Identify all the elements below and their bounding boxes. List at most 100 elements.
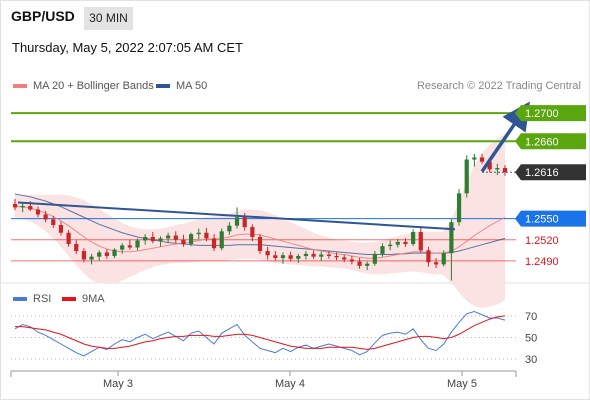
x-tick-label: May 4 <box>275 378 305 390</box>
level-tag-1.2660 <box>515 133 586 150</box>
rsi-swatch <box>13 297 27 301</box>
candle-body <box>74 244 79 252</box>
candle-body <box>234 217 240 226</box>
forecast-arrow <box>480 101 530 173</box>
candle-body <box>472 157 477 160</box>
rsi-ma-swatch <box>62 297 76 301</box>
candle-body <box>426 250 431 263</box>
legend-rsi-ma-label: 9MA <box>82 293 105 305</box>
candle-body <box>411 232 416 244</box>
candle-body <box>395 241 400 245</box>
candle-body <box>219 231 224 249</box>
candle-body <box>380 246 385 254</box>
candle-body <box>365 263 370 266</box>
candle-body <box>502 168 508 173</box>
candle-body <box>487 161 492 170</box>
candle-body <box>296 255 301 259</box>
candle-body <box>265 251 270 256</box>
candle-body <box>20 206 25 208</box>
legend-ma20-label: MA 20 + Bollinger Bands <box>33 80 154 92</box>
rsi-tick-30: 30 <box>525 354 537 366</box>
legend-rsi: RSI <box>13 293 51 305</box>
candle-body <box>112 249 117 256</box>
level-tag-1.2700 <box>515 105 586 122</box>
candle-body <box>43 214 48 220</box>
candle-body <box>181 239 186 244</box>
candle-body <box>257 236 263 252</box>
candle-body <box>211 238 217 249</box>
bollinger-band <box>15 134 505 309</box>
level-tag-1.2550 <box>515 210 586 227</box>
candle-body <box>158 238 163 242</box>
level-label-1.2520: 1.2520 <box>525 235 559 247</box>
legend-ma20: MA 20 + Bollinger Bands <box>13 80 154 92</box>
candle-body <box>28 206 33 210</box>
candle-body <box>196 232 201 235</box>
legend-ma50-label: MA 50 <box>176 80 208 92</box>
level-label-1.2660: 1.2660 <box>525 136 559 148</box>
trendline <box>17 201 456 231</box>
x-tick-label: May 3 <box>103 378 133 390</box>
candle-body <box>127 245 132 248</box>
candle-body <box>188 234 194 244</box>
ma20-swatch <box>13 84 27 88</box>
candle-body <box>288 255 293 259</box>
candle-body <box>349 259 354 262</box>
ma50-swatch <box>156 84 170 88</box>
candle-body <box>166 235 171 239</box>
legend-rsi-label: RSI <box>33 293 52 305</box>
candle-body <box>456 193 462 223</box>
x-tick-label: May 5 <box>447 378 477 390</box>
candle-body <box>66 232 71 244</box>
candle-body <box>97 252 102 257</box>
level-label-1.2490: 1.2490 <box>525 256 559 268</box>
candle-body <box>441 253 446 265</box>
candle-body <box>12 203 18 208</box>
candle-body <box>81 251 87 260</box>
rsi-tick-70: 70 <box>525 311 537 323</box>
candle-body <box>433 262 439 265</box>
candle-body <box>143 236 148 241</box>
candle-body <box>495 168 500 170</box>
rsi-tick-50: 50 <box>525 333 537 345</box>
candle-body <box>35 209 41 215</box>
candle-body <box>311 253 316 257</box>
candle-body <box>89 256 94 260</box>
candle-body <box>273 255 278 259</box>
legend-ma50: MA 50 <box>156 80 207 92</box>
candle-body <box>326 254 332 256</box>
candle-body <box>319 254 324 257</box>
rsi-ma-line <box>15 315 506 350</box>
candle-body <box>303 253 309 256</box>
candle-body <box>120 245 125 250</box>
candle-body <box>464 159 469 194</box>
candle-body <box>372 253 377 264</box>
candle-body <box>173 235 178 240</box>
candle-body <box>135 240 140 248</box>
candle-body <box>334 255 339 258</box>
candle-body <box>418 232 423 251</box>
candle-body <box>227 225 232 232</box>
candle-body <box>104 252 109 256</box>
candle-body <box>479 157 485 162</box>
timeframe-button[interactable]: 30 MIN <box>84 7 133 30</box>
timestamp: Thursday, May 5, 2022 2:07:05 AM CET <box>12 40 243 55</box>
candle-body <box>58 225 64 233</box>
level-label-1.2700: 1.2700 <box>525 108 559 120</box>
candle-body <box>342 257 347 260</box>
candle-body <box>150 236 155 242</box>
rsi-line <box>14 310 506 357</box>
candle-body <box>250 227 255 237</box>
candle-body <box>357 261 362 266</box>
instrument-title: GBP/USD <box>11 8 75 24</box>
candle-body <box>280 255 286 259</box>
candle-body <box>51 219 56 225</box>
candle-body <box>388 244 393 247</box>
candle-body <box>403 241 408 244</box>
level-label-1.2550: 1.2550 <box>525 214 559 226</box>
legend-rsi-ma: 9MA <box>62 293 105 305</box>
level-tag-1.2616 <box>515 164 586 181</box>
candle-body <box>449 222 454 254</box>
candle-body <box>204 232 209 239</box>
